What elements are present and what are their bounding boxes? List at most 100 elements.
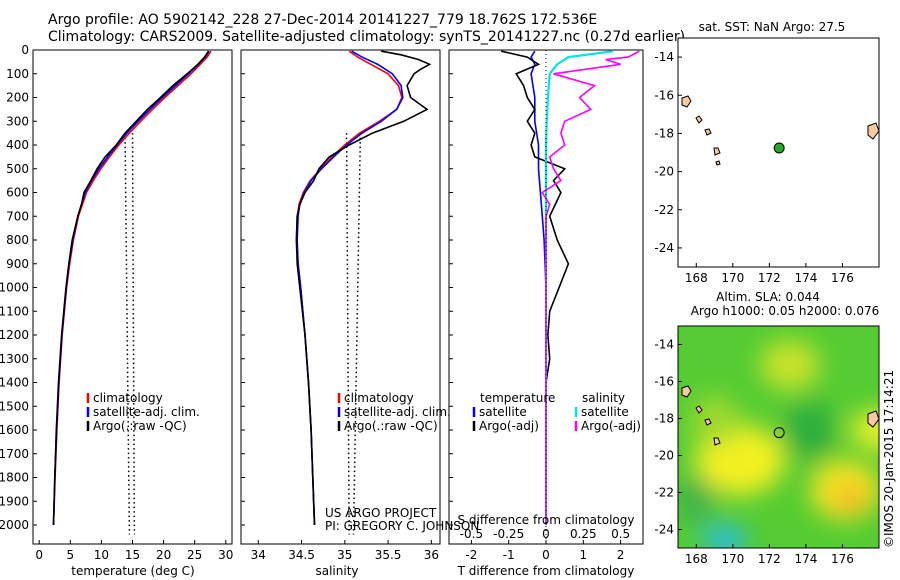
x-tick-label: 0 (542, 548, 550, 562)
x-tick-label: 15 (125, 548, 140, 562)
depth-tick-label: 600 (6, 186, 29, 200)
depth-tick-label: 800 (6, 233, 29, 247)
salinity-panel-frame (240, 49, 441, 545)
sla-map-islands (681, 385, 880, 446)
x-tick-label: 35 (337, 548, 352, 562)
difference-line-1 (501, 50, 570, 525)
map-x-tick-label: 170 (721, 552, 744, 566)
depth-tick-label: 1700 (0, 447, 29, 461)
difference-legend-temperature-label: satellite (479, 405, 527, 419)
sla-map-title-2: Argo h1000: 0.05 h2000: 0.076 (691, 304, 880, 318)
x-tick-label: 20 (156, 548, 171, 562)
map-x-tick-label: 174 (794, 552, 817, 566)
map-x-tick-label: 174 (794, 271, 817, 285)
x-tick-label: 1 (579, 548, 587, 562)
depth-tick-label: 1100 (0, 304, 29, 318)
x-tick-label: 34 (251, 548, 266, 562)
temperature-line-2 (52, 50, 210, 526)
map-x-tick-label: 176 (831, 271, 854, 285)
map-y-tick-label: -18 (654, 126, 674, 140)
depth-tick-label: 1200 (0, 328, 29, 342)
sla-heatmap (678, 326, 879, 548)
temperature-legend-label: Argo(.:raw -QC) (93, 419, 187, 433)
salinity-legend-label: climatology (344, 391, 414, 405)
difference-legend-title-salinity: salinity (582, 391, 625, 405)
salinity-axis-label: salinity (315, 564, 358, 578)
map-y-tick-label: -22 (654, 203, 674, 217)
salinity-legend-label: Argo(.:raw -QC) (344, 419, 438, 433)
x-tick-label: 30 (218, 548, 233, 562)
depth-tick-label: 1800 (0, 471, 29, 485)
map-x-tick-label: 172 (758, 271, 781, 285)
salinity-line-2 (295, 50, 432, 526)
map-y-tick-label: -20 (654, 165, 674, 179)
map-y-tick-label: -22 (654, 486, 674, 500)
top-tick-label: 0.25 (570, 527, 597, 541)
depth-tick-label: 2000 (0, 518, 29, 532)
depth-tick-label: 0 (21, 43, 29, 57)
sla-map-frame (677, 325, 880, 549)
pi-annotation: PI: GREGORY C. JOHNSON (325, 519, 479, 533)
depth-tick-label: 1900 (0, 494, 29, 508)
depth-tick-label: 200 (6, 91, 29, 105)
top-tick-label: 0.5 (611, 527, 630, 541)
salinity-legend-label: satellite-adj. clim. (344, 405, 451, 419)
depth-tick-label: 1400 (0, 376, 29, 390)
depth-tick-label: 700 (6, 209, 29, 223)
map-y-tick-label: -24 (654, 241, 674, 255)
map-x-tick-label: 170 (721, 271, 744, 285)
difference-legend-title-temperature: temperature (480, 391, 555, 405)
chart-title-line2: Climatology: CARS2009. Satellite-adjuste… (48, 29, 686, 45)
depth-tick-label: 400 (6, 138, 29, 152)
top-tick-label: -0.25 (493, 527, 524, 541)
difference-legend-salinity-label: Argo(-adj) (581, 419, 641, 433)
map-y-tick-label: -18 (654, 412, 674, 426)
depth-tick-label: 900 (6, 257, 29, 271)
argo-location-marker (773, 427, 785, 439)
map-x-tick-label: 172 (758, 552, 781, 566)
argo-location-marker (773, 142, 785, 154)
x-tick-label: 35.5 (375, 548, 402, 562)
x-tick-label: 2 (617, 548, 625, 562)
map-x-tick-label: 176 (831, 552, 854, 566)
project-annotation: US ARGO PROJECT (325, 506, 437, 520)
x-tick-label: -2 (465, 548, 477, 562)
x-tick-label: 34.5 (288, 548, 315, 562)
difference-legend-salinity-label: satellite (581, 405, 629, 419)
salinity-qc-dotted-line (345, 133, 350, 535)
difference-top-axis-label: S difference from climatology (458, 513, 635, 527)
map-y-tick-label: -16 (654, 88, 674, 102)
depth-tick-label: 1000 (0, 281, 29, 295)
temperature-legend-label: climatology (93, 391, 163, 405)
difference-legend-temperature-label: Argo(-adj) (479, 419, 539, 433)
imos-credit: ©IMOS 20-Jan-2015 17:14:21 (882, 370, 896, 548)
map-y-tick-label: -14 (654, 50, 674, 64)
depth-tick-label: 1300 (0, 352, 29, 366)
sla-map-title-1: Altim. SLA: 0.044 (716, 290, 820, 304)
map-y-tick-label: -20 (654, 449, 674, 463)
x-tick-label: 5 (66, 548, 74, 562)
temperature-qc-dotted-line (131, 133, 136, 535)
depth-tick-label: 500 (6, 162, 29, 176)
difference-axis-label: T difference from climatology (457, 564, 635, 578)
chart-title-line1: Argo profile: AO 5902142_228 27-Dec-2014… (48, 12, 598, 28)
depth-tick-label: 300 (6, 114, 29, 128)
x-tick-label: 10 (94, 548, 109, 562)
sst-map-title: sat. SST: NaN Argo: 27.5 (699, 20, 846, 34)
temperature-legend-label: satellite-adj. clim. (93, 405, 200, 419)
depth-tick-label: 100 (6, 67, 29, 81)
map-x-tick-label: 168 (685, 271, 708, 285)
top-tick-label: -0.5 (460, 527, 483, 541)
map-x-tick-label: 168 (685, 552, 708, 566)
x-tick-label: 36 (424, 548, 439, 562)
depth-tick-label: 1500 (0, 399, 29, 413)
x-tick-label: 0 (35, 548, 43, 562)
top-tick-label: 0 (542, 527, 550, 541)
sst-map-islands (681, 95, 880, 166)
depth-tick-label: 1600 (0, 423, 29, 437)
map-y-tick-label: -16 (654, 375, 674, 389)
x-tick-label: 25 (187, 548, 202, 562)
x-tick-label: -1 (503, 548, 515, 562)
map-y-tick-label: -24 (654, 523, 674, 537)
